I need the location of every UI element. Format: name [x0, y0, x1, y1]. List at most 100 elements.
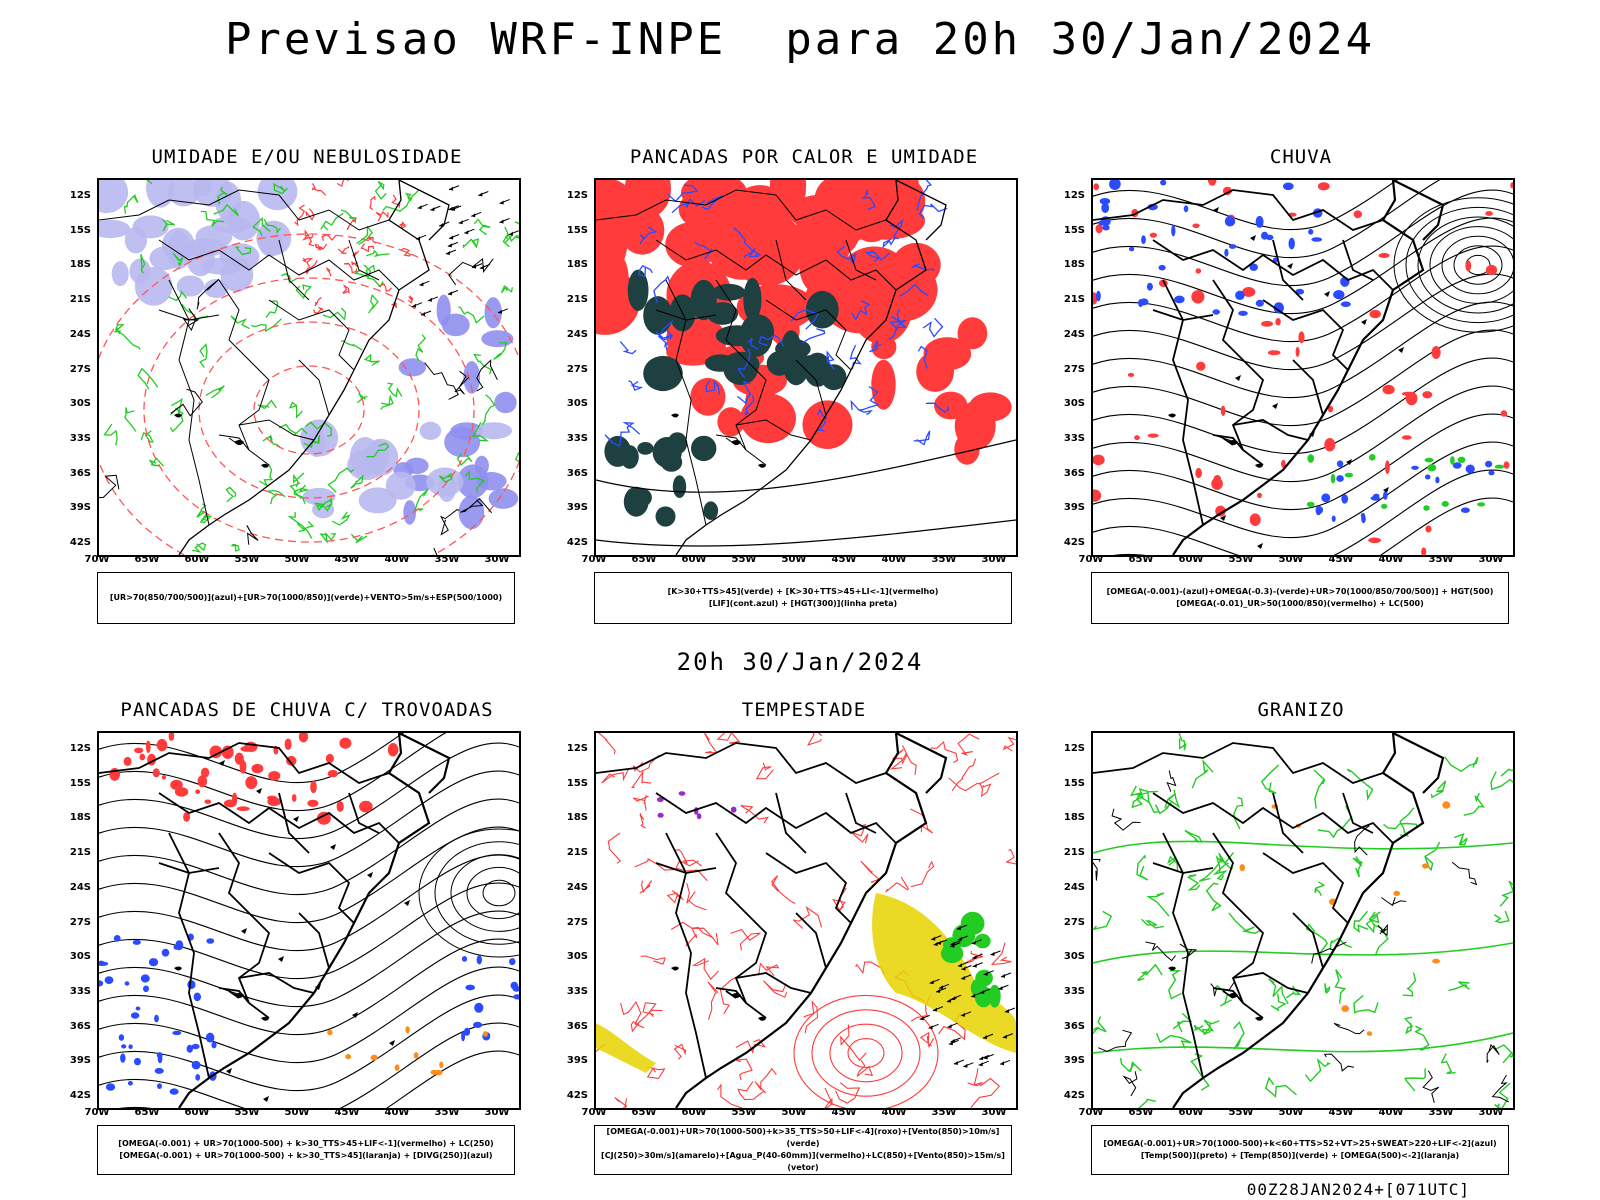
field-blob [1282, 182, 1294, 191]
latitude-tick-label: 15S [69, 224, 91, 236]
contour-line [1184, 829, 1203, 844]
wind-vector-head [478, 192, 483, 197]
field-blob [457, 464, 489, 499]
field-blob [1321, 493, 1331, 503]
latitude-tick-label: 15S [566, 224, 588, 236]
field-blob [209, 745, 223, 759]
contour-line [1494, 1082, 1511, 1108]
latitude-tick-label: 33S [566, 432, 588, 444]
streamline-arrow [1287, 263, 1293, 269]
contour-line [1403, 1016, 1414, 1035]
political-border [218, 832, 271, 1004]
contour-line [736, 1058, 753, 1081]
field-blob [1195, 467, 1202, 479]
field-blob [105, 1083, 116, 1091]
streamline [1093, 413, 1513, 511]
panel-title: GRANIZO [1257, 699, 1345, 721]
longitude-tick-label: 60W [1178, 1107, 1204, 1118]
contour-line [856, 1059, 874, 1077]
field-blob [1192, 223, 1200, 229]
latitude-tick-label: 12S [1063, 743, 1085, 754]
contour-line [123, 194, 139, 214]
contour-line [642, 1002, 663, 1016]
field-blob [1160, 180, 1167, 186]
field-blob [1341, 494, 1349, 504]
field-blob [1381, 503, 1388, 509]
latitude-tick-label: 39S [69, 1055, 91, 1067]
field-blob [1503, 461, 1510, 469]
field-blob [476, 955, 482, 965]
latitude-tick-label: 21S [69, 294, 91, 306]
contour-line [703, 733, 718, 754]
latitude-tick-label: 27S [566, 363, 588, 375]
legend-line: [OMEGA(-0.001)+UR>70(1000-500)+k>35_TTS>… [606, 1127, 1000, 1148]
contour-line [1414, 1025, 1430, 1051]
contour-line [891, 745, 908, 765]
field-blob [211, 1041, 217, 1049]
contour-line [1353, 994, 1379, 1014]
contour-line [1430, 780, 1447, 799]
latitude-tick-label: 27S [69, 916, 91, 928]
wind-vector-head [447, 243, 452, 248]
streamline [1093, 329, 1513, 427]
streamline-arrow [367, 872, 373, 878]
wind-vector-head [1001, 973, 1005, 978]
coastline [675, 180, 927, 555]
field-blob [691, 435, 717, 462]
contour-line [380, 394, 394, 410]
field-blob [99, 960, 105, 966]
isoline [1405, 206, 1513, 324]
field-blob [1255, 215, 1264, 228]
contour-line [327, 467, 355, 493]
coastline-north [398, 733, 451, 794]
contour-line [301, 257, 314, 268]
field-blob [339, 737, 352, 749]
field-blob [835, 246, 913, 321]
streamline-arrow [278, 956, 284, 962]
field-blob [788, 194, 863, 231]
contour-line [230, 315, 250, 330]
field-blob [667, 432, 688, 455]
wind-vector-head [979, 1056, 984, 1061]
field-blob [461, 1031, 466, 1042]
contour-line [634, 858, 675, 871]
field-blob [1228, 244, 1237, 249]
lake-outline [261, 463, 269, 468]
field-blob [1238, 310, 1248, 316]
field-blob [111, 261, 129, 287]
wind-vector-head [508, 231, 513, 236]
political-border [1093, 742, 1384, 784]
contour-line [1377, 923, 1388, 936]
political-border [775, 239, 807, 301]
streamline [99, 994, 519, 1092]
contour-line [257, 399, 277, 410]
streamline-arrow [1250, 235, 1256, 241]
field-blob [161, 775, 166, 780]
political-border [1212, 832, 1265, 1004]
contour-line [671, 198, 706, 214]
wind-vector-head [963, 1063, 968, 1068]
wind-vector-head [430, 207, 435, 212]
contour-line [1268, 978, 1289, 1005]
field-blob [121, 1044, 127, 1049]
field-blob [703, 501, 719, 520]
political-border [1262, 852, 1349, 924]
contour-line [925, 402, 949, 414]
contour-line [456, 453, 473, 466]
latitude-tick-label: 24S [69, 881, 91, 893]
contour-line [1352, 855, 1363, 878]
isoline [793, 994, 939, 1108]
contour-line [415, 334, 426, 362]
field-blob [234, 752, 244, 765]
field-blob [1098, 220, 1105, 226]
streamline [99, 770, 519, 868]
field-blob [195, 1074, 201, 1081]
contour-line [315, 499, 333, 511]
field-blob [988, 984, 1001, 1008]
contour-line [899, 283, 929, 297]
field-blob [434, 1069, 443, 1076]
contour-line [638, 264, 653, 278]
wind-vector-head [978, 1062, 983, 1067]
contour-line [630, 1011, 654, 1033]
contour-line [1145, 941, 1176, 962]
